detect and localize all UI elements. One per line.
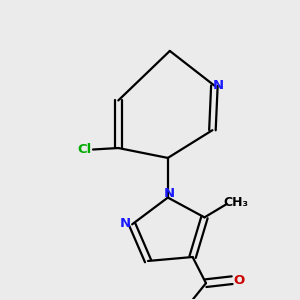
Text: Cl: Cl	[78, 143, 92, 156]
Text: O: O	[233, 274, 244, 287]
Text: CH₃: CH₃	[223, 196, 248, 209]
Text: N: N	[212, 79, 224, 92]
Text: N: N	[120, 217, 131, 230]
Text: N: N	[164, 188, 175, 200]
